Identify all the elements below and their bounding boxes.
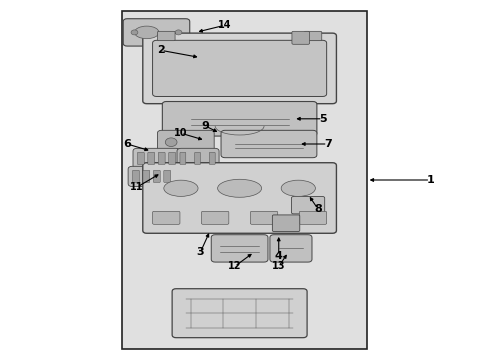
FancyBboxPatch shape — [147, 152, 154, 165]
FancyBboxPatch shape — [304, 31, 321, 41]
FancyBboxPatch shape — [168, 152, 175, 165]
FancyBboxPatch shape — [209, 152, 215, 165]
Text: 6: 6 — [123, 139, 131, 149]
FancyBboxPatch shape — [157, 31, 175, 41]
Text: 14: 14 — [218, 20, 231, 30]
Text: 8: 8 — [313, 204, 321, 214]
FancyBboxPatch shape — [201, 211, 228, 224]
FancyBboxPatch shape — [142, 33, 336, 104]
Text: 2: 2 — [157, 45, 165, 55]
Bar — [122, 11, 366, 349]
Text: 1: 1 — [426, 175, 433, 185]
FancyBboxPatch shape — [272, 215, 299, 231]
FancyBboxPatch shape — [142, 163, 336, 233]
Circle shape — [165, 138, 177, 147]
FancyBboxPatch shape — [152, 211, 180, 224]
FancyBboxPatch shape — [158, 152, 165, 165]
FancyBboxPatch shape — [291, 31, 309, 44]
Ellipse shape — [163, 180, 198, 197]
Text: 13: 13 — [271, 261, 285, 271]
FancyBboxPatch shape — [157, 130, 214, 154]
FancyBboxPatch shape — [123, 19, 189, 46]
FancyBboxPatch shape — [299, 211, 326, 224]
Text: 11: 11 — [130, 182, 143, 192]
FancyBboxPatch shape — [291, 197, 324, 214]
FancyBboxPatch shape — [194, 152, 200, 165]
FancyBboxPatch shape — [133, 148, 180, 168]
FancyBboxPatch shape — [162, 102, 316, 136]
FancyBboxPatch shape — [128, 166, 175, 186]
FancyBboxPatch shape — [221, 130, 316, 158]
Text: 4: 4 — [274, 251, 282, 261]
Text: 9: 9 — [201, 121, 209, 131]
Ellipse shape — [217, 179, 261, 197]
FancyBboxPatch shape — [142, 170, 149, 183]
FancyBboxPatch shape — [180, 152, 185, 165]
Circle shape — [175, 30, 182, 35]
FancyBboxPatch shape — [153, 170, 160, 183]
Ellipse shape — [134, 26, 159, 39]
FancyBboxPatch shape — [250, 211, 277, 224]
FancyBboxPatch shape — [172, 289, 306, 338]
FancyBboxPatch shape — [211, 235, 267, 262]
FancyBboxPatch shape — [152, 40, 326, 96]
FancyBboxPatch shape — [132, 170, 139, 183]
FancyBboxPatch shape — [177, 148, 219, 168]
Ellipse shape — [281, 180, 315, 197]
FancyBboxPatch shape — [163, 170, 170, 183]
Text: 5: 5 — [318, 114, 326, 124]
Text: 3: 3 — [196, 247, 204, 257]
FancyBboxPatch shape — [137, 152, 144, 165]
FancyBboxPatch shape — [269, 235, 311, 262]
Text: 10: 10 — [174, 128, 187, 138]
Text: 12: 12 — [227, 261, 241, 271]
Text: 7: 7 — [323, 139, 331, 149]
Circle shape — [131, 30, 138, 35]
